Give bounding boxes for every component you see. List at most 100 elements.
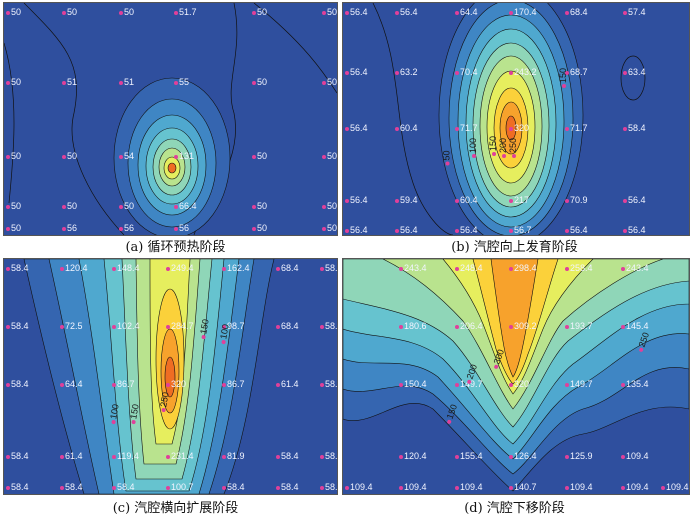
value-label: 58.4 (222, 482, 245, 492)
value-label: 50 (6, 7, 21, 17)
value-label: 51 (62, 77, 77, 87)
value-label: 50 (119, 201, 134, 211)
value-label: 50 (322, 223, 337, 233)
value-label: 170.4 (509, 7, 537, 17)
value-label: 58.4 (276, 451, 299, 461)
contour-label: 50 (442, 150, 452, 165)
value-label: 56.4 (345, 7, 368, 17)
value-label: 66.4 (174, 201, 197, 211)
value-label: 60.4 (455, 195, 478, 205)
value-label: 320 (509, 379, 529, 389)
value-label: 50 (322, 77, 337, 87)
value-label: 309.2 (509, 321, 537, 331)
value-label: 50 (322, 7, 337, 17)
value-label: 70.4 (455, 67, 478, 77)
value-label: 61.4 (60, 451, 83, 461)
value-label: 125.9 (565, 451, 593, 461)
value-label: 56.4 (345, 195, 368, 205)
value-label: 63.2 (395, 67, 418, 77)
value-label: 68.4 (276, 321, 299, 331)
value-label: 51.7 (174, 7, 197, 17)
panel-b-upward-contour: 56.4 56.4 64.4 170.4 68.4 57.4 56.4 63.2 70.4 243… (342, 2, 690, 236)
value-label: 243.4 (399, 263, 427, 273)
value-label: 50 (6, 77, 21, 87)
value-label: 58.4 (112, 482, 135, 492)
value-label: 50 (322, 151, 337, 161)
value-label: 126.4 (509, 451, 537, 461)
value-label: 120.4 (399, 451, 427, 461)
value-label: 109.4 (621, 451, 649, 461)
value-label: 140.7 (509, 482, 537, 492)
caption-d: (d) 汽腔下移阶段 (464, 501, 565, 516)
value-label: 70.9 (565, 195, 588, 205)
value-label: 56.4 (565, 225, 588, 235)
value-label: 50 (6, 201, 21, 211)
value-label: 284.7 (166, 321, 194, 331)
value-label: 320 (509, 123, 529, 133)
value-label: 50 (322, 201, 337, 211)
value-label: 131 (174, 151, 194, 161)
value-label: 72.5 (60, 321, 83, 331)
value-label: 109.4 (621, 482, 649, 492)
panel-d-contour-svg (343, 259, 689, 494)
value-label: 68.4 (565, 7, 588, 17)
contour-label: 100 (468, 138, 478, 158)
value-label: 58.4 (60, 482, 83, 492)
value-label: 193.7 (565, 321, 593, 331)
value-label: 50 (62, 201, 77, 211)
value-label: 55 (174, 77, 189, 87)
value-label: 51 (119, 77, 134, 87)
value-label: 50 (119, 7, 134, 17)
value-label: 56.4 (623, 225, 646, 235)
value-label: 109.4 (455, 482, 483, 492)
value-label: 50 (252, 7, 267, 17)
value-label: 58.4 (6, 321, 29, 331)
value-label: 58.4 (320, 451, 337, 461)
value-label: 56.4 (395, 7, 418, 17)
value-label: 217 (509, 195, 529, 205)
value-label: 64.4 (455, 7, 478, 17)
value-label: 57.4 (623, 7, 646, 17)
value-label: 162.4 (222, 263, 250, 273)
value-label: 149.7 (565, 379, 593, 389)
value-label: 58.4 (6, 263, 29, 273)
panel-c-lateral-contour: 58.4 120.4 148.4 249.4 162.4 68.4 58.4 58.4 72.5… (3, 258, 338, 495)
value-label: 56.4 (395, 225, 418, 235)
value-label: 56.4 (455, 225, 478, 235)
value-label: 243.4 (621, 263, 649, 273)
contour-label: 250 (508, 138, 518, 158)
value-label: 60.4 (395, 123, 418, 133)
value-label: 102.4 (112, 321, 140, 331)
value-label: 50 (252, 77, 267, 87)
value-label: 206.4 (455, 321, 483, 331)
value-label: 50 (62, 7, 77, 17)
value-label: 119.4 (112, 451, 139, 461)
value-label: 59.4 (395, 195, 418, 205)
value-label: 71.7 (565, 123, 588, 133)
panel-a-contour-svg (4, 3, 337, 235)
value-label: 180.6 (399, 321, 427, 331)
value-label: 248.4 (455, 263, 483, 273)
value-label: 86.7 (112, 379, 135, 389)
value-label: 155.4 (455, 451, 483, 461)
value-label: 56.4 (345, 67, 368, 77)
value-label: 98.7 (222, 321, 245, 331)
value-label: 68.7 (565, 67, 588, 77)
value-label: 58.4 (6, 379, 29, 389)
value-label: 50 (6, 151, 21, 161)
value-label: 50 (62, 151, 77, 161)
panel-a-preheat-contour: 50 50 50 51.7 50 50 50 51 51 55 50 50 50 50 54 131 50 50 5… (3, 2, 338, 236)
value-label: 86.7 (222, 379, 245, 389)
value-label: 298.4 (509, 263, 537, 273)
value-label: 54 (119, 151, 134, 161)
value-label: 150.4 (399, 379, 427, 389)
value-label: 56.4 (345, 123, 368, 133)
value-label: 58.4 (6, 451, 29, 461)
value-label: 50 (6, 223, 21, 233)
value-label: 58.4 (276, 482, 299, 492)
caption-a: (a) 循环预热阶段 (125, 240, 226, 255)
value-label: 258.4 (565, 263, 593, 273)
value-label: 58.4 (320, 321, 337, 331)
caption-b: (b) 汽腔向上发育阶段 (451, 240, 578, 255)
value-label: 56 (119, 223, 134, 233)
